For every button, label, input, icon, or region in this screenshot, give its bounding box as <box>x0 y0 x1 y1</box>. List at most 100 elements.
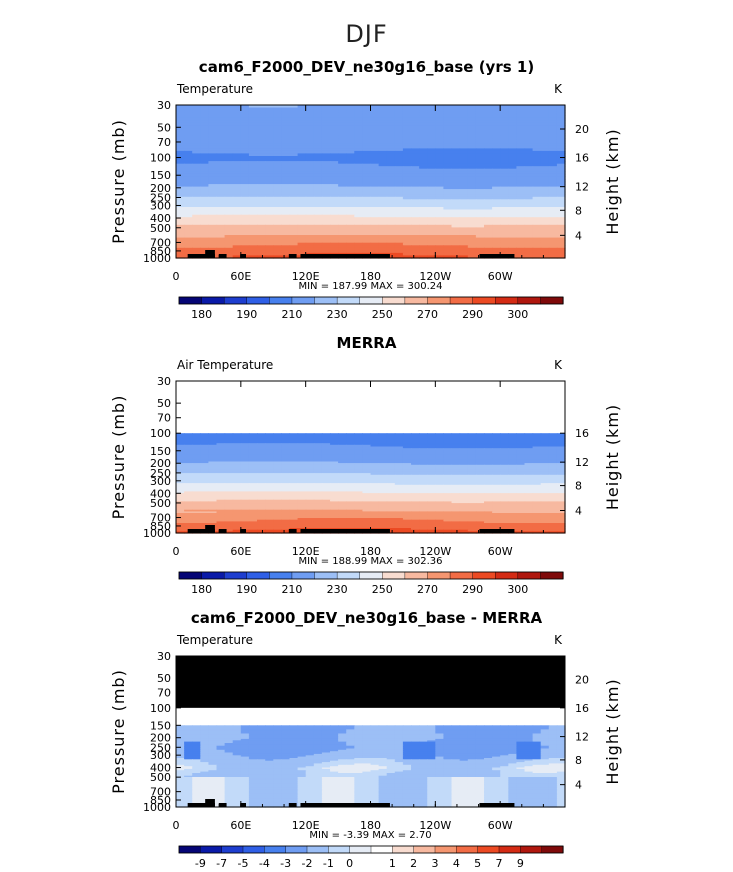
contour-cell <box>508 133 517 137</box>
contour-cell <box>338 501 347 504</box>
contour-cell <box>386 107 396 111</box>
contour-cell <box>273 138 282 142</box>
contour-cell <box>411 229 420 234</box>
contour-cell <box>459 242 469 246</box>
contour-cell <box>435 133 444 137</box>
contour-cell <box>508 444 517 448</box>
contour-cell <box>500 222 509 226</box>
contour-cell <box>500 439 509 443</box>
contour-cell <box>297 168 307 172</box>
contour-cell <box>475 489 485 492</box>
contour-cell <box>330 486 339 489</box>
contour-cell <box>362 499 372 502</box>
contour-cell <box>419 250 428 254</box>
contour-cell <box>443 145 453 149</box>
contour-cell <box>540 468 550 471</box>
contour-cell <box>362 232 372 236</box>
contour-cell <box>240 194 250 198</box>
contour-cell <box>257 237 266 241</box>
contour-cell <box>265 499 274 502</box>
contour-cell <box>305 479 315 483</box>
contour-cell <box>556 443 566 446</box>
contour-cell <box>240 486 250 489</box>
contour-cell <box>208 153 218 157</box>
contour-cell <box>427 207 436 211</box>
contour-cell <box>370 128 380 132</box>
contour-cell <box>224 252 234 256</box>
contour-cell <box>321 486 331 489</box>
contour-cell <box>248 115 258 119</box>
contour-cell <box>500 449 509 453</box>
contour-cell <box>176 115 185 119</box>
contour-cell <box>394 138 404 142</box>
contour-cell <box>459 184 469 188</box>
contour-cell <box>297 468 307 471</box>
contour-cell <box>370 499 380 502</box>
contour-cell <box>394 484 404 488</box>
contour-cell <box>475 449 485 453</box>
contour-cell <box>451 468 461 471</box>
contour-cell <box>313 135 323 139</box>
contour-cell <box>240 498 250 501</box>
contour-cell <box>378 456 388 459</box>
contour-cell <box>248 483 258 486</box>
contour-cell <box>402 453 412 456</box>
contour-cell <box>240 235 250 239</box>
contour-cell <box>516 145 526 149</box>
contour-cell <box>435 173 444 177</box>
contour-cell <box>532 122 542 126</box>
contour-cell <box>524 471 534 474</box>
contour-cell <box>484 222 493 226</box>
contour-cell <box>281 171 291 175</box>
contour-cell <box>370 212 380 216</box>
contour-cell <box>386 247 396 251</box>
contour-cell <box>467 184 477 188</box>
contour-cell <box>475 189 485 193</box>
contour-cell <box>394 458 404 461</box>
contour-cell <box>362 489 372 492</box>
contour-cell <box>427 156 436 160</box>
contour-cell <box>346 199 355 203</box>
contour-cell <box>411 168 420 172</box>
contour-cell <box>338 245 347 249</box>
contour-cell <box>484 156 493 160</box>
contour-cell <box>192 179 201 183</box>
contour-cell <box>313 459 323 463</box>
contour-cell <box>232 133 242 137</box>
contour-cell <box>475 199 485 203</box>
contour-cell <box>411 466 420 469</box>
contour-cell <box>354 184 363 188</box>
contour-cell <box>459 115 469 119</box>
contour-cell <box>200 498 209 501</box>
contour-cell <box>524 444 534 448</box>
contour-cell <box>386 110 396 114</box>
contour-cell <box>216 122 226 126</box>
contour-cell <box>556 201 566 206</box>
contour-cell <box>394 501 404 504</box>
contour-cell <box>467 458 477 461</box>
contour-cell <box>492 138 501 142</box>
contour-cell <box>443 209 453 213</box>
contour-cell <box>548 217 558 221</box>
contour-cell <box>330 135 339 139</box>
contour-cell <box>224 199 234 203</box>
contour-cell <box>232 471 242 474</box>
contour-cell <box>305 161 315 165</box>
contour-cell <box>281 120 291 124</box>
contour-cell <box>459 212 469 216</box>
contour-cell <box>484 201 493 206</box>
contour-cell <box>492 240 501 244</box>
contour-cell <box>338 229 347 234</box>
contour-cell <box>516 242 526 246</box>
contour-cell <box>176 245 185 249</box>
contour-cell <box>273 196 282 200</box>
contour-cell <box>216 237 226 241</box>
contour-cell <box>548 476 558 479</box>
contour-cell <box>508 433 517 436</box>
contour-cell <box>378 115 388 119</box>
contour-cell <box>548 479 558 483</box>
contour-cell <box>378 219 388 223</box>
contour-cell <box>475 181 485 185</box>
contour-cell <box>459 219 469 223</box>
contour-cell <box>475 468 485 471</box>
